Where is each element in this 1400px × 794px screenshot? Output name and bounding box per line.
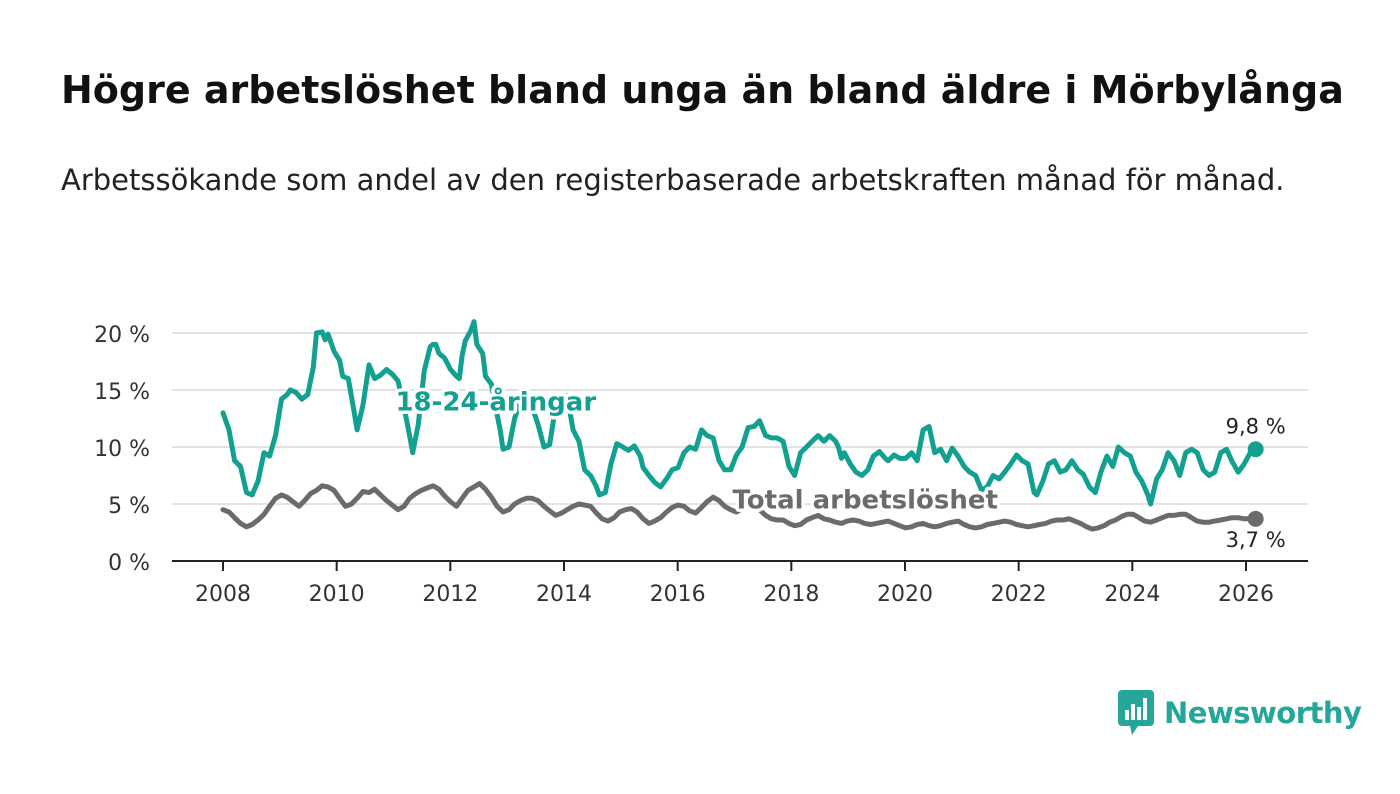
y-tick-label: 0 % bbox=[108, 551, 150, 576]
series-end-marker bbox=[1247, 441, 1264, 458]
chart-subtitle: Arbetssökande som andel av den registerb… bbox=[61, 163, 1285, 197]
series-end-value-label: 9,8 % bbox=[1226, 414, 1286, 438]
x-tick-label: 2022 bbox=[991, 582, 1047, 607]
x-tick-label: 2020 bbox=[877, 582, 933, 607]
x-tick-label: 2014 bbox=[536, 582, 592, 607]
x-tick-label: 2008 bbox=[195, 582, 251, 607]
x-tick-label: 2012 bbox=[422, 582, 478, 607]
newsworthy-logo-icon bbox=[1118, 690, 1154, 735]
x-tick-label: 2016 bbox=[650, 582, 706, 607]
y-tick-label: 5 % bbox=[108, 494, 150, 519]
series-label: Total arbetslöshet bbox=[733, 486, 998, 516]
brand-logo[interactable]: Newsworthy bbox=[1118, 688, 1362, 738]
series-line-total bbox=[220, 481, 1259, 532]
x-axis-ticks: 2008 2010 2012 2014 2016 2018 2020 2022 2024 2026 bbox=[195, 561, 1274, 607]
x-tick-label: 2024 bbox=[1104, 582, 1160, 607]
chart-title: Högre arbetslöshet bland unga än bland ä… bbox=[61, 68, 1344, 112]
y-axis-ticks: 0 % 5 % 10 % 15 % 20 % bbox=[94, 323, 150, 576]
y-tick-label: 15 % bbox=[94, 380, 150, 405]
series-labels: 18-24-åringar 9,8 % Total arbetslöshet 3,7 … bbox=[392, 382, 1288, 554]
y-tick-label: 10 % bbox=[94, 437, 150, 462]
series-line-youth bbox=[220, 319, 1259, 507]
series-label: 18-24-åringar bbox=[395, 386, 596, 418]
series-end-marker bbox=[1247, 510, 1264, 527]
series-end-value-label: 3,7 % bbox=[1226, 528, 1286, 552]
series-lines bbox=[220, 319, 1264, 532]
x-tick-label: 2010 bbox=[309, 582, 365, 607]
x-tick-label: 2018 bbox=[763, 582, 819, 607]
brand-name[interactable]: Newsworthy bbox=[1164, 696, 1362, 730]
y-tick-label: 20 % bbox=[94, 323, 150, 348]
x-tick-label: 2026 bbox=[1218, 582, 1274, 607]
